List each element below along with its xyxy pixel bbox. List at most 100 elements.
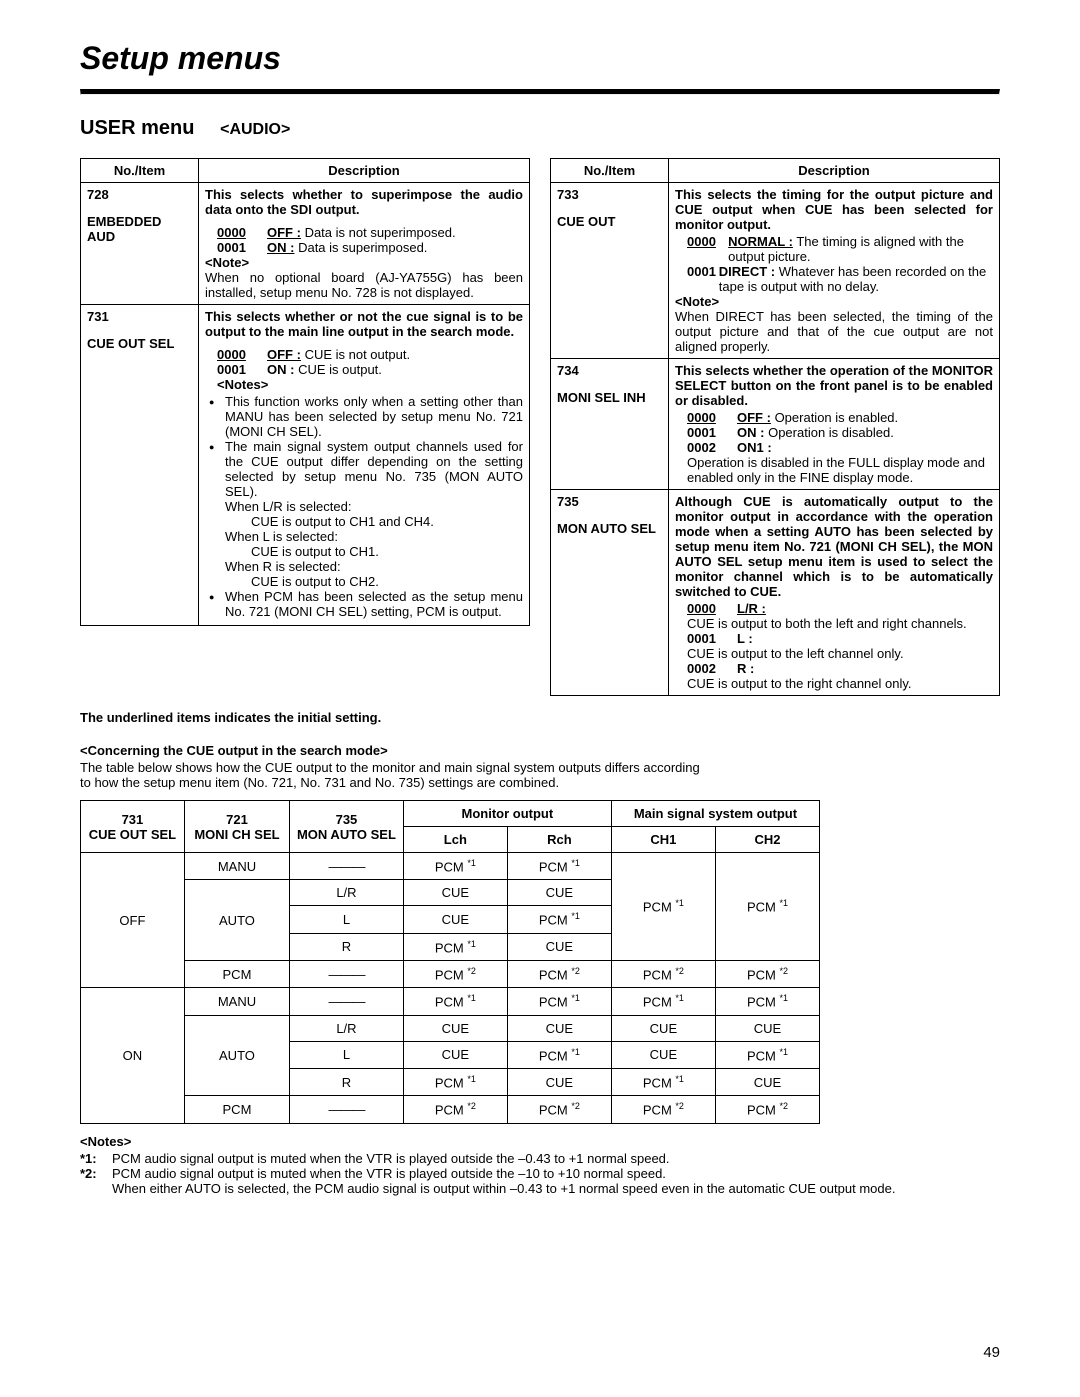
item-735-no: 735 MON AUTO SEL (551, 490, 669, 696)
c735: ——— (290, 960, 404, 987)
opt-lbl: OFF : (267, 347, 301, 362)
ch1: PCM *2 (611, 1096, 715, 1123)
opt-code: 0001 (687, 264, 719, 294)
c735: R (290, 933, 404, 960)
ch1: PCM *1 (611, 1068, 715, 1095)
h-ch1: CH1 (611, 827, 715, 853)
initial-setting-note: The underlined items indicates the initi… (80, 710, 1000, 725)
note-key: *1: (80, 1151, 112, 1166)
opt-lbl: OFF : (267, 225, 301, 240)
lch: CUE (403, 880, 507, 906)
lch: PCM *2 (403, 1096, 507, 1123)
sub-line: When L/R is selected: (225, 499, 523, 514)
c735: ——— (290, 988, 404, 1015)
table-row: OFFMANU———PCM *1PCM *1PCM *1PCM *1 (81, 853, 820, 880)
sub-line: When R is selected: (225, 559, 523, 574)
c735: L/R (290, 880, 404, 906)
opt-txt: Data is not superimposed. (305, 225, 456, 240)
bullet-text: The main signal system output channels u… (225, 439, 523, 499)
ch2: PCM *1 (715, 853, 819, 961)
c735: ——— (290, 1096, 404, 1123)
table-row: ONMANU———PCM *1PCM *1PCM *1PCM *1 (81, 988, 820, 1015)
no-731: 731 (87, 309, 192, 324)
sub-line: CUE is output to CH1 and CH4. (225, 514, 523, 529)
opt-lbl: ON : (267, 362, 294, 377)
opt-code: 0002 (687, 661, 737, 676)
item-734-no: 734 MONI SEL INH (551, 359, 669, 490)
name-735: MON AUTO SEL (557, 521, 662, 536)
opt-txt: CUE is output to both the left and right… (687, 616, 993, 631)
summary-735: Although CUE is automatically output to … (675, 494, 993, 599)
ch2: PCM *1 (715, 1041, 819, 1068)
c721: AUTO (184, 1015, 289, 1096)
summary-728: This selects whether to superimpose the … (205, 187, 523, 217)
no-733: 733 (557, 187, 662, 202)
item-733-no: 733 CUE OUT (551, 183, 669, 359)
opt-code: 0000 (217, 347, 267, 362)
h-rch: Rch (507, 827, 611, 853)
item-731-desc: This selects whether or not the cue sign… (199, 305, 530, 626)
item-728-no: 728 EMBEDDED AUD (81, 183, 199, 305)
opt-txt: CUE is output. (298, 362, 382, 377)
ch1: CUE (611, 1041, 715, 1068)
ch2: CUE (715, 1015, 819, 1041)
rch: PCM *2 (507, 960, 611, 987)
cue-output-table: 731 CUE OUT SEL 721 MONI CH SEL 735 MON … (80, 800, 820, 1124)
note-txt: When no optional board (AJ-YA755G) has b… (205, 270, 523, 300)
c721: PCM (184, 960, 289, 987)
bullet: This function works only when a setting … (217, 394, 523, 439)
sub-line: CUE is output to CH1. (225, 544, 523, 559)
lch: PCM *1 (403, 988, 507, 1015)
th-desc: Description (199, 159, 530, 183)
sub-line: CUE is output to CH2. (225, 574, 523, 589)
opt-txt: CUE is output to the left channel only. (687, 646, 993, 661)
bullet: When PCM has been selected as the setup … (217, 589, 523, 619)
rch: PCM *2 (507, 1096, 611, 1123)
item-734-desc: This selects whether the operation of th… (669, 359, 1000, 490)
ch2: PCM *1 (715, 988, 819, 1015)
opt-lbl: NORMAL : (728, 234, 793, 249)
opt-code: 0001 (217, 362, 267, 377)
rch: PCM *1 (507, 906, 611, 933)
h-721: 721 (226, 812, 248, 827)
rch: CUE (507, 880, 611, 906)
lch: CUE (403, 1041, 507, 1068)
lch: PCM *1 (403, 933, 507, 960)
lch: CUE (403, 906, 507, 933)
opt-lbl: DIRECT : (719, 264, 775, 279)
table-row: PCM———PCM *2PCM *2PCM *2PCM *2 (81, 1096, 820, 1123)
lch: PCM *1 (403, 853, 507, 880)
concerning-line1: The table below shows how the CUE output… (80, 760, 700, 775)
item-735-desc: Although CUE is automatically output to … (669, 490, 1000, 696)
opt-txt: Operation is enabled. (775, 410, 899, 425)
page-number: 49 (983, 1344, 1000, 1361)
notes-lbl: <Notes> (217, 377, 523, 392)
c721: MANU (184, 853, 289, 880)
name-728: EMBEDDED AUD (87, 214, 192, 244)
rch: PCM *1 (507, 988, 611, 1015)
opt-txt: Operation is disabled in the FULL displa… (687, 455, 993, 485)
ch2: CUE (715, 1068, 819, 1095)
audio-label: <AUDIO> (220, 121, 290, 138)
opt-code: 0000 (687, 410, 737, 425)
page-title: Setup menus (80, 40, 1000, 77)
name-734: MONI SEL INH (557, 390, 662, 405)
h-main: Main signal system output (611, 801, 819, 827)
no-728: 728 (87, 187, 192, 202)
opt-code: 0001 (687, 425, 737, 440)
note-lbl: <Note> (675, 294, 993, 309)
opt-code: 0001 (687, 631, 737, 646)
opt-lbl: L/R : (737, 601, 811, 616)
c735: R (290, 1068, 404, 1095)
summary-733: This selects the timing for the output p… (675, 187, 993, 232)
item-733-desc: This selects the timing for the output p… (669, 183, 1000, 359)
opt-txt: Data is superimposed. (298, 240, 427, 255)
h-735: 735 (336, 812, 358, 827)
lch: CUE (403, 1015, 507, 1041)
ch1: CUE (611, 1015, 715, 1041)
no-735: 735 (557, 494, 662, 509)
h-731: 731 (122, 812, 144, 827)
th-noitem: No./Item (551, 159, 669, 183)
note-key: *2: (80, 1166, 112, 1196)
h-lch: Lch (403, 827, 507, 853)
